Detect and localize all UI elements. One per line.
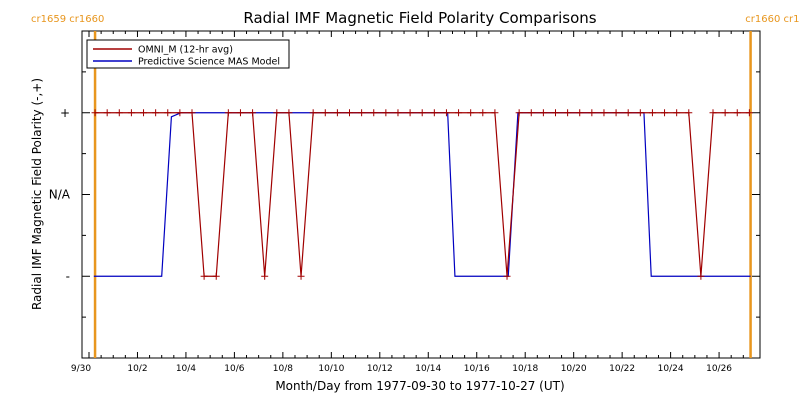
x-tick-label: 10/6	[224, 364, 244, 374]
data-point-plus	[636, 109, 644, 117]
data-point-plus	[697, 272, 705, 280]
x-tick-label: 10/24	[658, 364, 684, 374]
data-point-plus	[600, 109, 608, 117]
data-point-plus	[285, 109, 293, 117]
data-point-plus	[624, 109, 632, 117]
y-tick-label: +	[60, 106, 70, 120]
data-point-plus	[709, 109, 717, 117]
data-point-plus	[576, 109, 584, 117]
data-point-plus	[685, 109, 693, 117]
legend-entry: Predictive Science MAS Model	[138, 57, 280, 68]
data-point-plus	[370, 109, 378, 117]
series-layer	[91, 109, 753, 280]
data-point-plus	[588, 109, 596, 117]
data-point-plus	[212, 272, 220, 280]
data-point-plus	[612, 109, 620, 117]
x-tick-label: 10/14	[415, 364, 441, 374]
x-axis-label: Month/Day from 1977-09-30 to 1977-10-27 …	[275, 379, 564, 393]
x-tick-label: 10/22	[609, 364, 635, 374]
data-point-plus	[200, 272, 208, 280]
data-point-plus	[236, 109, 244, 117]
x-tick-label: 10/8	[273, 364, 293, 374]
x-tick-label: 10/26	[706, 364, 732, 374]
legend-box	[86, 39, 290, 69]
data-point-plus	[551, 109, 559, 117]
data-point-plus	[164, 109, 172, 117]
x-tick-label: 10/4	[176, 364, 196, 374]
data-point-plus	[297, 272, 305, 280]
data-point-plus	[721, 109, 729, 117]
y-tick-label: N/A	[49, 188, 71, 202]
x-tick-label: 10/20	[561, 364, 587, 374]
data-point-plus	[515, 109, 523, 117]
data-point-plus	[455, 109, 463, 117]
x-tick-label: 10/16	[464, 364, 490, 374]
data-point-plus	[140, 109, 148, 117]
data-point-plus	[503, 272, 511, 280]
y-axis-label: Radial IMF Magnetic Field Polarity (-,+)	[30, 78, 44, 310]
data-point-plus	[103, 109, 111, 117]
data-point-plus	[467, 109, 475, 117]
data-point-plus	[115, 109, 123, 117]
x-tick-label: 10/12	[367, 364, 393, 374]
data-point-plus	[527, 109, 535, 117]
x-tick-label: 10/2	[127, 364, 147, 374]
data-point-plus	[309, 109, 317, 117]
data-point-plus	[648, 109, 656, 117]
legend: OMNI_M (12-hr avg)Predictive Science MAS…	[86, 39, 290, 69]
data-point-plus	[661, 109, 669, 117]
data-point-plus	[673, 109, 681, 117]
series-line	[95, 112, 750, 277]
ticks-layer: 9/30 10/2 10/4 10/6 10/8 10/10 10/12 10/14 10/16…	[49, 31, 760, 374]
chart-title: Radial IMF Magnetic Field Polarity Compa…	[243, 9, 596, 27]
carrington-markers: cr1659 cr1660 cr1660 cr1661	[31, 14, 800, 358]
carrington-marker-label: cr1660 cr1661	[745, 14, 800, 25]
x-tick-label: 10/10	[318, 364, 344, 374]
data-point-plus	[418, 109, 426, 117]
carrington-marker-label: cr1659 cr1660	[31, 14, 104, 25]
data-point-plus	[273, 109, 281, 117]
data-point-plus	[406, 109, 414, 117]
data-point-plus	[564, 109, 572, 117]
series-line	[93, 112, 751, 277]
data-point-plus	[442, 109, 450, 117]
data-point-plus	[394, 109, 402, 117]
data-point-plus	[539, 109, 547, 117]
data-point-plus	[430, 109, 438, 117]
data-point-plus	[188, 109, 196, 117]
data-point-plus	[127, 109, 135, 117]
data-point-plus	[261, 272, 269, 280]
data-point-plus	[224, 109, 232, 117]
x-tick-label: 10/18	[512, 364, 538, 374]
data-point-plus	[333, 109, 341, 117]
data-point-plus	[152, 109, 160, 117]
data-point-plus	[176, 109, 184, 117]
data-point-plus	[382, 109, 390, 117]
data-point-plus	[249, 109, 257, 117]
data-point-plus	[321, 109, 329, 117]
x-tick-label: 9/30	[71, 364, 91, 374]
data-point-plus	[733, 109, 741, 117]
data-point-plus	[91, 109, 99, 117]
y-tick-label: -	[66, 269, 70, 283]
data-point-plus	[346, 109, 354, 117]
data-point-plus	[479, 109, 487, 117]
data-point-plus	[358, 109, 366, 117]
plot-frame	[81, 30, 761, 359]
legend-entry: OMNI_M (12-hr avg)	[138, 45, 233, 56]
data-point-plus	[491, 109, 499, 117]
data-point-plus	[745, 109, 753, 117]
